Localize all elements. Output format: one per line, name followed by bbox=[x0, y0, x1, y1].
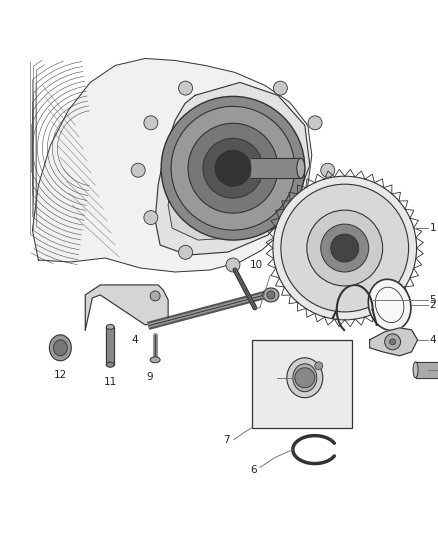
Text: 12: 12 bbox=[54, 370, 67, 380]
Text: 10: 10 bbox=[249, 260, 262, 270]
Text: 8: 8 bbox=[268, 373, 275, 383]
Circle shape bbox=[215, 150, 251, 186]
Polygon shape bbox=[85, 285, 168, 330]
Circle shape bbox=[321, 224, 369, 272]
Circle shape bbox=[179, 245, 193, 259]
Circle shape bbox=[188, 123, 278, 213]
Ellipse shape bbox=[368, 279, 411, 330]
Circle shape bbox=[131, 163, 145, 177]
Circle shape bbox=[295, 368, 315, 387]
Circle shape bbox=[321, 163, 335, 177]
Circle shape bbox=[267, 291, 275, 299]
Text: 4: 4 bbox=[132, 335, 138, 345]
Circle shape bbox=[150, 291, 160, 301]
Ellipse shape bbox=[263, 288, 279, 302]
Ellipse shape bbox=[49, 335, 71, 361]
Ellipse shape bbox=[293, 364, 317, 392]
Circle shape bbox=[273, 176, 417, 320]
Polygon shape bbox=[416, 362, 438, 378]
Polygon shape bbox=[370, 328, 417, 356]
Circle shape bbox=[273, 81, 287, 95]
Ellipse shape bbox=[413, 362, 418, 378]
Ellipse shape bbox=[53, 340, 67, 356]
Circle shape bbox=[308, 211, 322, 224]
Text: 1: 1 bbox=[430, 223, 436, 233]
Text: 6: 6 bbox=[250, 465, 257, 474]
Circle shape bbox=[161, 96, 305, 240]
Polygon shape bbox=[155, 83, 310, 255]
Ellipse shape bbox=[106, 362, 114, 367]
Circle shape bbox=[281, 184, 409, 312]
Circle shape bbox=[226, 258, 240, 272]
Circle shape bbox=[308, 116, 322, 130]
Circle shape bbox=[307, 210, 383, 286]
Polygon shape bbox=[168, 98, 298, 240]
Ellipse shape bbox=[287, 358, 323, 398]
Ellipse shape bbox=[375, 287, 404, 322]
Text: 11: 11 bbox=[104, 377, 117, 387]
Circle shape bbox=[144, 116, 158, 130]
Circle shape bbox=[385, 334, 401, 350]
Circle shape bbox=[273, 245, 287, 259]
Ellipse shape bbox=[150, 357, 160, 363]
Ellipse shape bbox=[106, 325, 114, 329]
Text: 2: 2 bbox=[430, 300, 436, 310]
Text: 7: 7 bbox=[223, 434, 230, 445]
Polygon shape bbox=[32, 59, 312, 272]
Text: 9: 9 bbox=[147, 372, 153, 382]
Polygon shape bbox=[106, 327, 114, 365]
Ellipse shape bbox=[297, 158, 305, 178]
Circle shape bbox=[315, 362, 323, 370]
Circle shape bbox=[203, 138, 263, 198]
Circle shape bbox=[331, 234, 359, 262]
Circle shape bbox=[144, 211, 158, 224]
Text: 5: 5 bbox=[430, 295, 436, 305]
Text: 3: 3 bbox=[430, 365, 436, 375]
Circle shape bbox=[171, 107, 295, 230]
Circle shape bbox=[179, 81, 193, 95]
Bar bbox=[252, 340, 352, 427]
Circle shape bbox=[390, 339, 396, 345]
Text: 4: 4 bbox=[430, 335, 436, 345]
